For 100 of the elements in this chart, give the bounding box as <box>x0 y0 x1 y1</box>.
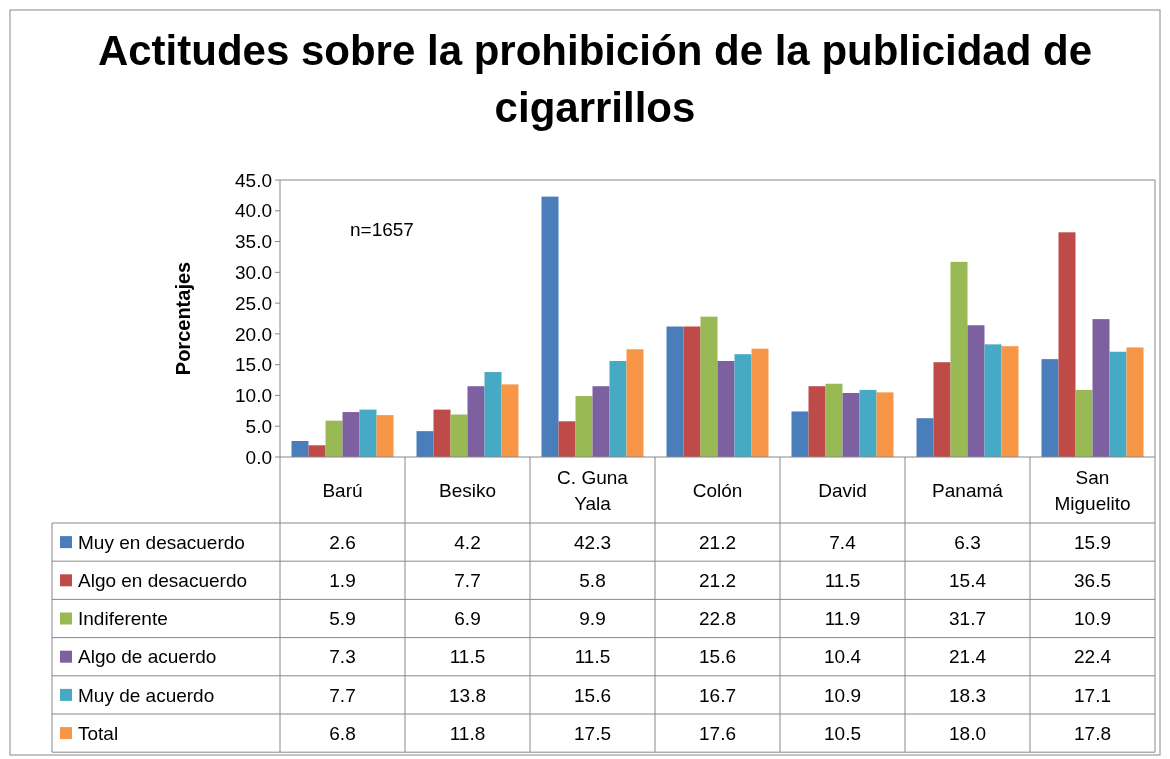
y-tick-label: 35.0 <box>235 231 272 253</box>
data-label: 17.8 <box>1074 722 1111 744</box>
bar <box>1058 232 1076 457</box>
annotation: n=1657 <box>350 219 414 240</box>
y-tick-label: 15.0 <box>235 354 272 376</box>
data-label: 15.9 <box>1074 531 1111 553</box>
bar <box>666 326 684 457</box>
x-tick-label: Colón <box>692 479 743 501</box>
data-label: 15.6 <box>574 684 611 706</box>
y-tick-label: 30.0 <box>235 261 272 283</box>
bar <box>575 396 593 457</box>
bar <box>1001 346 1019 457</box>
bar <box>876 392 894 457</box>
y-tick-label: 5.0 <box>245 415 272 437</box>
x-tick-label: Barú <box>322 479 363 501</box>
bar <box>717 360 735 457</box>
data-label: 21.2 <box>699 531 736 553</box>
data-label: 4.2 <box>454 531 481 553</box>
y-tick-label: 20.0 <box>235 323 272 345</box>
bar <box>450 414 468 457</box>
bar <box>325 420 343 457</box>
legend-label: Muy de acuerdo <box>78 684 215 706</box>
bar <box>467 386 485 457</box>
data-label: 21.2 <box>699 569 736 591</box>
data-label: 18.0 <box>949 722 986 744</box>
x-tick-label: Panamá <box>932 479 1004 501</box>
bar <box>984 344 1002 457</box>
bar <box>308 445 326 457</box>
data-label: 17.6 <box>699 722 736 744</box>
bar <box>541 196 559 457</box>
data-label: 21.4 <box>949 646 987 668</box>
data-label: 10.9 <box>824 684 861 706</box>
bar <box>501 384 519 457</box>
data-label: 7.4 <box>829 531 857 553</box>
data-label: 11.9 <box>824 608 861 630</box>
bar <box>1075 389 1093 457</box>
data-label: 1.9 <box>329 569 356 591</box>
y-tick-label: 0.0 <box>245 446 272 468</box>
bar <box>1041 359 1059 457</box>
data-label: 9.9 <box>579 608 606 630</box>
x-tick-label: David <box>818 479 867 501</box>
data-label: 11.5 <box>574 646 611 668</box>
y-tick-label: 25.0 <box>235 292 272 314</box>
bar <box>1126 347 1144 457</box>
data-label: 6.3 <box>954 531 981 553</box>
bar <box>700 316 718 457</box>
data-label: 5.9 <box>329 608 356 630</box>
legend-label: Algo de acuerdo <box>78 646 217 668</box>
data-label: 11.5 <box>449 646 486 668</box>
data-label: 10.5 <box>824 722 861 744</box>
bar <box>342 412 360 457</box>
bar <box>859 389 877 457</box>
data-label: 6.9 <box>454 608 481 630</box>
data-label: 36.5 <box>1074 569 1111 591</box>
data-label: 10.9 <box>1074 608 1111 630</box>
data-label: 11.5 <box>824 569 861 591</box>
data-label: 11.8 <box>449 722 486 744</box>
data-label: 6.8 <box>329 722 356 744</box>
data-label: 5.8 <box>579 569 606 591</box>
bar <box>433 409 451 457</box>
data-label: 17.5 <box>574 722 611 744</box>
data-label: 7.7 <box>454 569 481 591</box>
legend-label: Indiferente <box>78 608 168 630</box>
data-label: 16.7 <box>699 684 736 706</box>
data-label: 22.4 <box>1074 646 1112 668</box>
data-label: 15.4 <box>949 569 987 591</box>
bar <box>558 421 576 457</box>
data-label: 18.3 <box>949 684 986 706</box>
y-tick-label: 40.0 <box>235 200 272 222</box>
data-label: 42.3 <box>574 531 611 553</box>
y-tick-label: 10.0 <box>235 385 272 407</box>
legend-label: Total <box>78 722 119 744</box>
bar <box>967 325 985 457</box>
legend-label: Muy en desacuerdo <box>78 531 245 553</box>
bar <box>484 372 502 457</box>
bar <box>916 418 934 457</box>
data-label: 7.3 <box>329 646 356 668</box>
y-axis-title: Porcentajes <box>172 261 194 376</box>
bar <box>376 415 394 457</box>
bar <box>791 411 809 457</box>
chart-title: Actitudes sobre la prohibición de la publicidad de cigarrillos <box>97 27 1093 131</box>
bar <box>950 261 968 457</box>
y-tick-label: 45.0 <box>235 169 272 191</box>
bar <box>592 386 610 457</box>
data-label: 7.7 <box>329 684 356 706</box>
bar <box>751 348 769 457</box>
bar <box>1092 319 1110 457</box>
bar <box>683 326 701 457</box>
data-label: 31.7 <box>949 608 986 630</box>
data-label: 13.8 <box>449 684 486 706</box>
bar <box>416 431 434 457</box>
bar <box>842 392 860 457</box>
bar <box>1109 351 1127 457</box>
data-label: 15.6 <box>699 646 736 668</box>
data-label: 10.4 <box>824 646 862 668</box>
x-tick-label: C. Guna Yala <box>557 466 629 514</box>
bar <box>291 441 309 457</box>
x-tick-label: Besiko <box>438 479 497 501</box>
data-label: 22.8 <box>699 608 736 630</box>
bar <box>734 354 752 457</box>
